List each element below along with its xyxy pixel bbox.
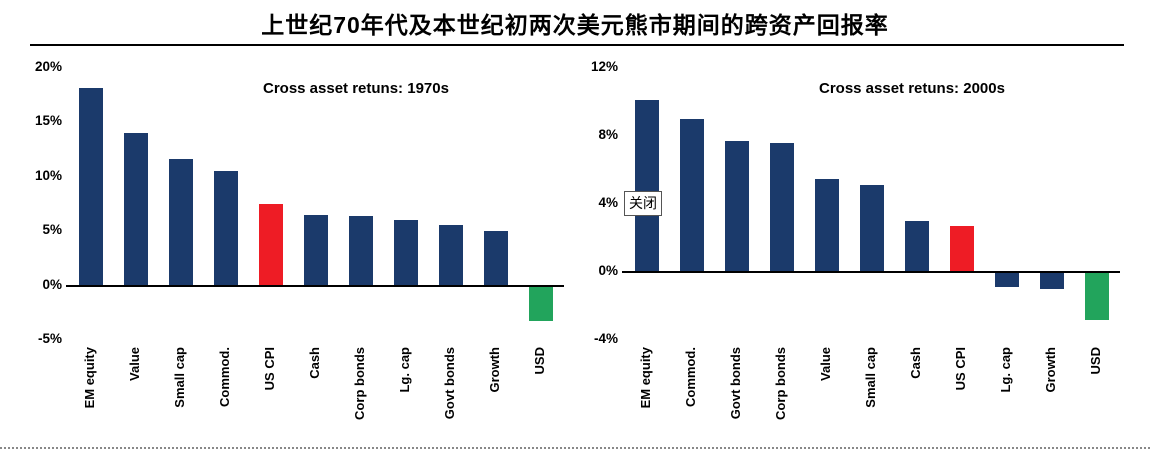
x-tick-label: Cash <box>307 347 322 379</box>
bar <box>1085 272 1110 320</box>
chart-1970s: 20% 15% 10% 5% 0% -5% Cross asset retuns: 197… <box>18 54 574 426</box>
y-tick-label: 8% <box>598 127 618 142</box>
y-tick-label: 4% <box>598 195 618 210</box>
chart-2000s: 12% 8% 4% 0% -4% Cross asset retuns: 2000s E… <box>574 54 1130 426</box>
y-tick-label: 0% <box>42 276 62 292</box>
bar <box>769 142 794 272</box>
x-tick-label: Commod. <box>682 347 698 407</box>
x-tick-label: Corp bonds <box>352 347 368 420</box>
x-tick-label: EM equity <box>81 347 97 409</box>
title-divider <box>30 44 1124 46</box>
x-tick-label: USD <box>1088 347 1104 375</box>
bar <box>724 141 749 272</box>
x-tick-label: Corp bonds <box>772 347 788 420</box>
bar <box>349 215 374 286</box>
charts-row: 20% 15% 10% 5% 0% -5% Cross asset retuns: 197… <box>0 46 1150 426</box>
x-tick-label: Lg. cap <box>998 347 1014 393</box>
x-tick-label: Cash <box>908 347 924 379</box>
bar <box>258 204 283 286</box>
chart-title: Cross asset retuns: 1970s <box>263 80 449 97</box>
x-tick-label: Govt bonds <box>442 347 458 420</box>
bar <box>78 87 103 286</box>
x-axis: EM equity Value Small cap Commod. US CPI Cash… <box>68 344 564 424</box>
bar <box>484 231 509 286</box>
zero-axis-line <box>66 284 564 287</box>
chart-title: Cross asset retuns: 2000s <box>819 80 1005 97</box>
x-tick-label: Lg. cap <box>397 347 413 393</box>
bar <box>905 221 930 272</box>
bar <box>860 185 884 272</box>
y-tick-label: 5% <box>42 222 62 238</box>
bar <box>213 171 238 286</box>
close-button-label: 关闭 <box>629 195 657 211</box>
page-title: 上世纪70年代及本世纪初两次美元熊市期间的跨资产回报率 <box>261 12 889 38</box>
bar <box>439 224 464 286</box>
plot-area <box>66 68 564 340</box>
bar <box>679 119 704 272</box>
x-tick-label: Growth <box>1043 347 1059 393</box>
x-tick-label: Small cap <box>171 347 187 408</box>
y-tick-label: -5% <box>37 331 62 346</box>
y-tick-label: -4% <box>593 331 618 346</box>
x-axis: EM equity Commod. Govt bonds Corp bonds Valu… <box>624 344 1120 424</box>
x-tick-label: USD <box>532 347 548 375</box>
y-tick-label: 15% <box>34 113 62 129</box>
close-button[interactable]: 关闭 <box>624 191 662 216</box>
bar <box>168 159 193 286</box>
x-tick-label: Commod. <box>216 347 232 407</box>
x-tick-label: Govt bonds <box>727 347 743 420</box>
x-tick-label: Growth <box>487 347 503 393</box>
bar <box>529 285 554 322</box>
bar <box>814 178 839 272</box>
bar <box>634 100 659 272</box>
bar <box>1040 272 1065 289</box>
x-tick-label: US CPI <box>953 347 969 391</box>
bar <box>304 214 328 286</box>
y-tick-label: 12% <box>590 59 618 74</box>
bar <box>123 133 148 286</box>
bar <box>394 220 419 286</box>
x-tick-label: Small cap <box>863 347 878 408</box>
bottom-divider <box>0 447 1150 449</box>
y-tick-label: 0% <box>598 263 618 278</box>
y-axis: 12% 8% 4% 0% -4% <box>574 54 620 426</box>
zero-axis-line <box>622 271 1120 273</box>
y-axis: 20% 15% 10% 5% 0% -5% <box>18 54 64 426</box>
y-tick-label: 10% <box>34 167 62 183</box>
x-tick-label: Value <box>817 347 833 381</box>
bar <box>950 226 975 272</box>
plot-area <box>622 68 1120 340</box>
x-tick-label: US CPI <box>261 347 277 391</box>
y-tick-label: 20% <box>34 59 62 74</box>
x-tick-label: EM equity <box>637 347 653 409</box>
x-tick-label: Value <box>126 347 142 381</box>
bar <box>995 272 1020 288</box>
